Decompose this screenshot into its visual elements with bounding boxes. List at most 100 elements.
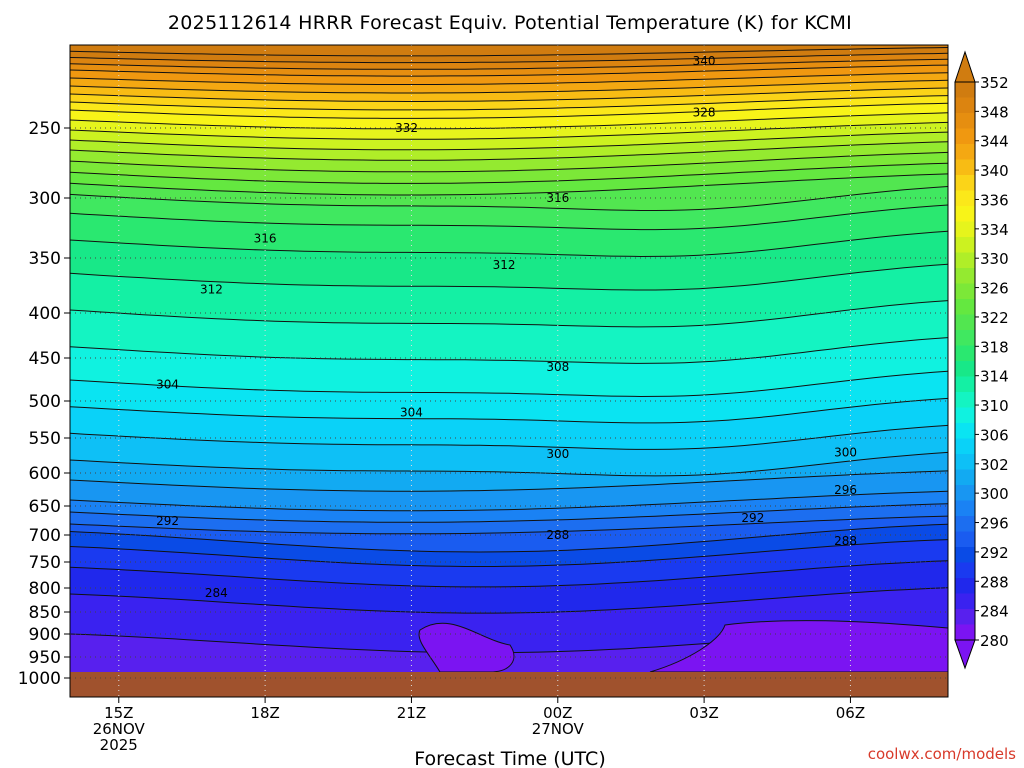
colorbar-extend-top <box>954 50 976 83</box>
y-tick-label-550: 550 <box>29 429 61 449</box>
contour-line-328 <box>70 131 948 151</box>
ground-surface <box>70 672 948 697</box>
contour-line-330 <box>70 121 948 140</box>
contour-line-310 <box>70 300 948 328</box>
colorbar-label-352: 352 <box>980 74 1009 92</box>
x-tick-label-2025: 2025 <box>100 736 138 754</box>
contour-line-326 <box>70 141 948 161</box>
x-tick-label-03Z: 03Z <box>689 704 718 722</box>
contour-label-340: 340 <box>693 54 716 68</box>
colorbar-swatch-294 <box>955 516 975 532</box>
contour-line-304 <box>70 397 948 424</box>
x-tick-label-15Z: 15Z <box>104 704 133 722</box>
contour-label-304: 304 <box>400 405 423 419</box>
contour-label-300: 300 <box>546 447 569 461</box>
contour-line-320 <box>70 173 948 196</box>
colorbar-label-310: 310 <box>980 397 1009 415</box>
colorbar-label-318: 318 <box>980 338 1009 356</box>
colorbar-swatch-280 <box>955 624 975 640</box>
contour-line-348 <box>70 52 948 64</box>
plot-frame <box>69 44 949 698</box>
contour-label-316: 316 <box>254 232 277 246</box>
colorbar-label-334: 334 <box>980 221 1009 239</box>
colorbar-swatch-322 <box>955 299 975 315</box>
contour-label-292: 292 <box>156 514 179 528</box>
contour-label-300: 300 <box>834 445 857 459</box>
colorbar-swatch-326 <box>955 268 975 284</box>
colorbar-swatch-344 <box>955 128 975 144</box>
colorbar-swatch-332 <box>955 221 975 237</box>
y-tick-label-600: 600 <box>29 464 61 484</box>
colorbar-swatch-298 <box>955 485 975 501</box>
contour-line-314 <box>70 230 948 258</box>
colorbar-swatch-316 <box>955 345 975 361</box>
colorbar-swatch-334 <box>955 206 975 222</box>
contour-label-308: 308 <box>546 360 569 374</box>
colorbar-swatch-292 <box>955 531 975 547</box>
contour-closed-280-b <box>649 620 948 673</box>
x-axis-label: Forecast Time (UTC) <box>414 748 605 768</box>
colorbar-label-330: 330 <box>980 250 1009 268</box>
colorbar-swatch-290 <box>955 547 975 563</box>
credit-text: coolwx.com/models <box>868 745 1016 763</box>
x-tick-label-26NOV: 26NOV <box>93 720 146 738</box>
y-tick-label-300: 300 <box>29 189 61 209</box>
contour-label-312: 312 <box>493 258 516 272</box>
colorbar-extend-bottom <box>954 639 976 670</box>
colorbar-label-344: 344 <box>980 133 1009 151</box>
colorbar: 280 284 288 292 296 300 302 306 310 314 318 322 326 3… <box>954 50 1009 670</box>
contour-line-316 <box>70 204 948 231</box>
colorbar-swatch-286 <box>955 578 975 594</box>
colorbar-label-296: 296 <box>980 515 1009 533</box>
contour-label-332: 332 <box>395 121 418 135</box>
colorbar-swatch-346 <box>955 113 975 129</box>
y-tick-label-1000: 1000 <box>18 669 61 689</box>
colorbar-label-292: 292 <box>980 544 1009 562</box>
contour-line-334 <box>70 102 948 119</box>
x-tick-label-27NOV: 27NOV <box>532 720 585 738</box>
contour-line-340 <box>70 79 948 94</box>
gridlines <box>70 45 948 697</box>
colorbar-swatch-348 <box>955 97 975 113</box>
colorbar-label-306: 306 <box>980 426 1009 444</box>
contour-label-316: 316 <box>546 191 569 205</box>
y-tick-label-350: 350 <box>29 249 61 269</box>
x-tick-label-06Z: 06Z <box>836 704 865 722</box>
colorbar-swatch-318 <box>955 330 975 346</box>
y-tick-label-950: 950 <box>29 648 61 668</box>
contour-line-322 <box>70 162 948 184</box>
colorbar-swatch-288 <box>955 562 975 578</box>
contour-line-344 <box>70 64 948 77</box>
colorbar-label-348: 348 <box>980 103 1009 121</box>
contour-line-342 <box>70 72 948 85</box>
contour-line-292 <box>70 515 948 535</box>
contour-line-338 <box>70 87 948 102</box>
contour-line-286 <box>70 560 948 588</box>
y-tick-label-450: 450 <box>29 349 61 369</box>
contour-line-336 <box>70 95 948 111</box>
plot-area: 340 332 328 316 316 312 312 308 304 304 300 300 296 2… <box>69 44 949 698</box>
contour-line-350 <box>70 47 948 57</box>
contour-line-284 <box>70 587 948 614</box>
contour-line-318 <box>70 186 948 211</box>
colorbar-label-288: 288 <box>980 573 1009 591</box>
contour-label-312: 312 <box>200 283 223 297</box>
colorbar-label-340: 340 <box>980 162 1009 180</box>
colorbar-swatch-328 <box>955 252 975 268</box>
colorbar-swatch-300 <box>955 469 975 485</box>
colorbar-swatch-342 <box>955 144 975 160</box>
contour-label-288: 288 <box>834 534 857 548</box>
colorbar-swatch-308 <box>955 407 975 423</box>
colorbar-label-300: 300 <box>980 485 1009 503</box>
y-tick-label-500: 500 <box>29 392 61 412</box>
colorbar-label-322: 322 <box>980 309 1009 327</box>
x-tick-label-21Z: 21Z <box>397 704 426 722</box>
colorbar-swatch-304 <box>955 438 975 454</box>
y-tick-label-650: 650 <box>29 497 61 517</box>
contour-labels: 340 332 328 316 316 312 312 308 304 304 300 300 296 2… <box>156 54 857 600</box>
contour-line-294 <box>70 503 948 523</box>
contour-line-312 <box>70 263 948 291</box>
contour-line-308 <box>70 337 948 364</box>
contour-line-346 <box>70 58 948 70</box>
y-tick-label-850: 850 <box>29 603 61 623</box>
